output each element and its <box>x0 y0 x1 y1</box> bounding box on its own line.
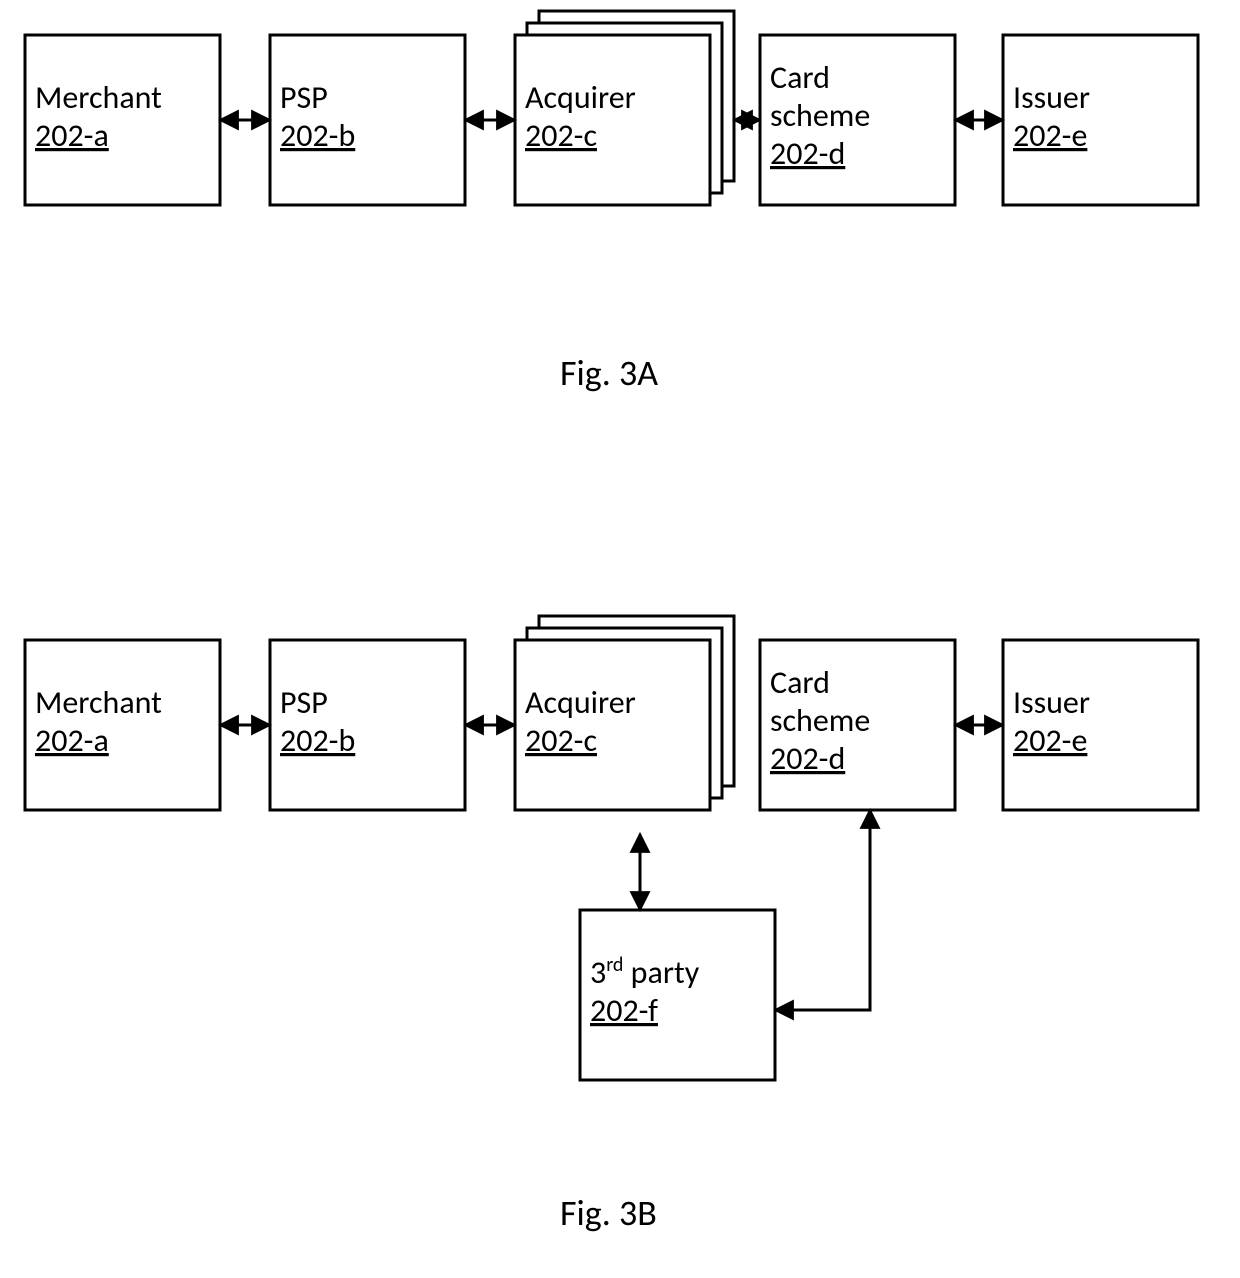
node-issuer: Issuer202-e <box>1003 35 1198 205</box>
edge-thirdparty-card <box>775 810 870 1010</box>
node-card: Cardscheme202-d <box>760 640 955 810</box>
figure-caption: Fig. 3B <box>560 1191 657 1235</box>
node-label: Acquirer <box>525 78 636 117</box>
diagram-canvas: Merchant202-aPSP202-bAcquirer202-cCardsc… <box>0 0 1240 1278</box>
node-ref: 202-a <box>35 116 109 155</box>
node-psp: PSP202-b <box>270 35 465 205</box>
node-label: scheme <box>770 96 870 135</box>
node-ref: 202-c <box>525 116 597 155</box>
node-label: Issuer <box>1013 683 1090 722</box>
node-merchant: Merchant202-a <box>25 640 220 810</box>
node-psp: PSP202-b <box>270 640 465 810</box>
node-thirdparty: 3rd party202-f <box>580 910 775 1080</box>
node-ref: 202-d <box>770 739 845 778</box>
figure-caption: Fig. 3A <box>560 351 658 395</box>
node-ref: 202-d <box>770 134 845 173</box>
node-label: Acquirer <box>525 683 636 722</box>
node-ref: 202-b <box>280 721 355 760</box>
node-label: Merchant <box>35 683 162 722</box>
node-card: Cardscheme202-d <box>760 35 955 205</box>
node-ref: 202-e <box>1013 721 1087 760</box>
node-acquirer: Acquirer202-c <box>515 11 734 205</box>
node-merchant: Merchant202-a <box>25 35 220 205</box>
node-label: Issuer <box>1013 78 1090 117</box>
node-ref: 202-f <box>590 991 658 1030</box>
node-label: PSP <box>280 683 328 722</box>
node-label: Card <box>770 663 830 702</box>
node-acquirer: Acquirer202-c <box>515 616 734 810</box>
node-ref: 202-a <box>35 721 109 760</box>
node-ref: 202-e <box>1013 116 1087 155</box>
node-label: Card <box>770 58 830 97</box>
node-ref: 202-b <box>280 116 355 155</box>
node-label: scheme <box>770 701 870 740</box>
node-ref: 202-c <box>525 721 597 760</box>
node-label: Merchant <box>35 78 162 117</box>
node-label: PSP <box>280 78 328 117</box>
node-issuer: Issuer202-e <box>1003 640 1198 810</box>
